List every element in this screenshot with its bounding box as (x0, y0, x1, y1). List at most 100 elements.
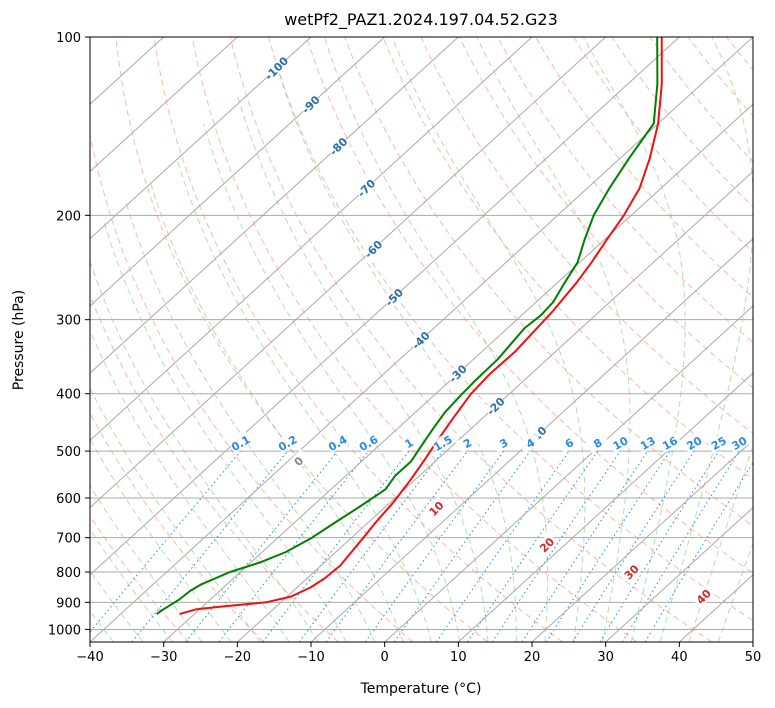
isotherm (236, 170, 753, 642)
isotherm (310, 237, 753, 642)
isotherm (90, 37, 680, 576)
moist-adiabat (90, 484, 203, 642)
y-tick-label: 900 (56, 596, 81, 611)
y-tick-label: 700 (56, 532, 81, 547)
mixing-ratio-label-group: 6 (557, 432, 581, 454)
dry-adiabat (344, 37, 753, 527)
mixing-ratio-label-bg (635, 432, 660, 454)
dry-adiabat-label-bg (354, 176, 378, 200)
mixing-ratio-label-group: 3 (491, 432, 516, 454)
moist-adiabat (717, 542, 753, 642)
dry-adiabat (115, 37, 488, 642)
moist-adiabat (90, 528, 173, 642)
mixing-ratio-label-bg (455, 432, 480, 454)
mixing-ratio-line (185, 450, 338, 642)
isotherm (90, 37, 533, 442)
isotherm (605, 506, 753, 642)
moist-adiabat (90, 259, 319, 642)
y-tick-label: 400 (56, 388, 81, 403)
dry-adiabat-label-bg (298, 92, 323, 116)
dry-adiabat-label-bg (445, 361, 470, 385)
mixing-ratio-label-bg (491, 432, 516, 454)
dry-adiabat (229, 37, 712, 642)
mixing-ratio-label-bg (557, 432, 581, 454)
mixing-ratio-label-bg (585, 432, 610, 454)
dry-adiabat-label-bg (382, 285, 406, 309)
y-axis-ticks: 100 200 300 400 500 600 700 800 900 1000 (48, 31, 90, 638)
mixing-ratio-line (545, 450, 671, 642)
x-tick-label: −30 (150, 650, 177, 665)
mixing-ratio-label-group: 8 (585, 432, 610, 454)
dry-adiabat (90, 131, 414, 642)
isotherm (90, 37, 607, 509)
mixing-ratio-label-bg (681, 432, 706, 454)
moist-adiabat (90, 329, 290, 642)
mixing-ratio-label-bg (608, 432, 633, 454)
moist-adiabat-label-bg (534, 532, 559, 557)
moist-adiabat (324, 37, 548, 642)
mixing-ratio-label-bg (706, 432, 731, 454)
plot-area: -100-90-80-70-60-50-40-30-20-10010203040… (90, 37, 770, 642)
mixing-ratio-line (599, 450, 720, 642)
isotherm (90, 37, 238, 173)
mixing-ratio-label-bg (275, 432, 300, 454)
x-tick-label: 30 (597, 650, 614, 665)
mixing-ratio-label-bg (518, 432, 542, 454)
dry-adiabat (191, 37, 638, 642)
mixing-ratio-label-bg (228, 432, 253, 454)
mixing-ratio-label-bg (356, 432, 381, 454)
mixing-ratio-line (491, 450, 621, 642)
moist-adiabats (90, 37, 753, 642)
x-tick-label: 40 (671, 650, 688, 665)
mixing-ratio-label-bg (430, 432, 455, 454)
mixing-ratio-label: 36 (750, 434, 770, 453)
mixing-ratio-line (572, 450, 695, 642)
dry-adiabat-label-bg (408, 328, 433, 352)
moist-adiabat (236, 94, 489, 642)
y-tick-label: 800 (56, 566, 81, 581)
x-axis-label: Temperature (°C) (360, 681, 482, 697)
dry-adiabat (649, 37, 753, 163)
moist-adiabat (476, 37, 631, 642)
y-tick-label: 1000 (48, 623, 81, 638)
isotherm (90, 37, 386, 307)
isotherm (90, 37, 312, 240)
dry-adiabat (382, 37, 753, 481)
y-axis-label: Pressure (hPa) (11, 290, 27, 390)
isotherm (531, 439, 753, 642)
isotherm (457, 372, 753, 642)
moist-adiabat (391, 37, 586, 642)
moist-adiabat-label-bg (424, 496, 448, 520)
moist-adiabat-label-bg (691, 584, 715, 608)
dewpoint-line (156, 37, 659, 615)
isotherm (90, 37, 459, 374)
dry-adiabat-label-bg (361, 237, 385, 261)
dry-adiabat (306, 37, 753, 574)
moist-adiabat (90, 387, 261, 642)
y-tick-label: 600 (56, 492, 81, 507)
x-tick-label: 0 (381, 650, 389, 665)
mixing-ratio-label-bg (325, 432, 350, 454)
y-tick-label: 300 (56, 314, 81, 329)
mixing-ratio-label-bg (657, 432, 682, 454)
dry-adiabat (90, 293, 339, 642)
moist-adiabat (149, 180, 404, 642)
y-tick-label: 500 (56, 445, 81, 460)
moist-adiabat (203, 123, 461, 642)
mixing-ratio-label-group: 2 (455, 432, 480, 454)
y-tick-label: 100 (56, 31, 81, 46)
dry-adiabat (573, 37, 753, 253)
x-tick-label: −20 (224, 650, 251, 665)
mixing-ratio-label-bg (727, 432, 751, 454)
isotherms (90, 37, 753, 642)
mixing-ratio-line (393, 450, 531, 642)
reference-line-labels: -100-90-80-70-60-50-40-30-20-10010203040… (228, 54, 770, 608)
isotherm (384, 305, 753, 642)
dry-adiabat-label-bg (264, 56, 288, 80)
mixing-ratio-line (521, 450, 649, 642)
dry-adiabat (153, 37, 563, 642)
profile-series (156, 37, 663, 616)
mixing-ratio-line (467, 450, 599, 642)
dry-adiabat-label-bg (326, 134, 350, 158)
moist-adiabat (582, 37, 686, 642)
